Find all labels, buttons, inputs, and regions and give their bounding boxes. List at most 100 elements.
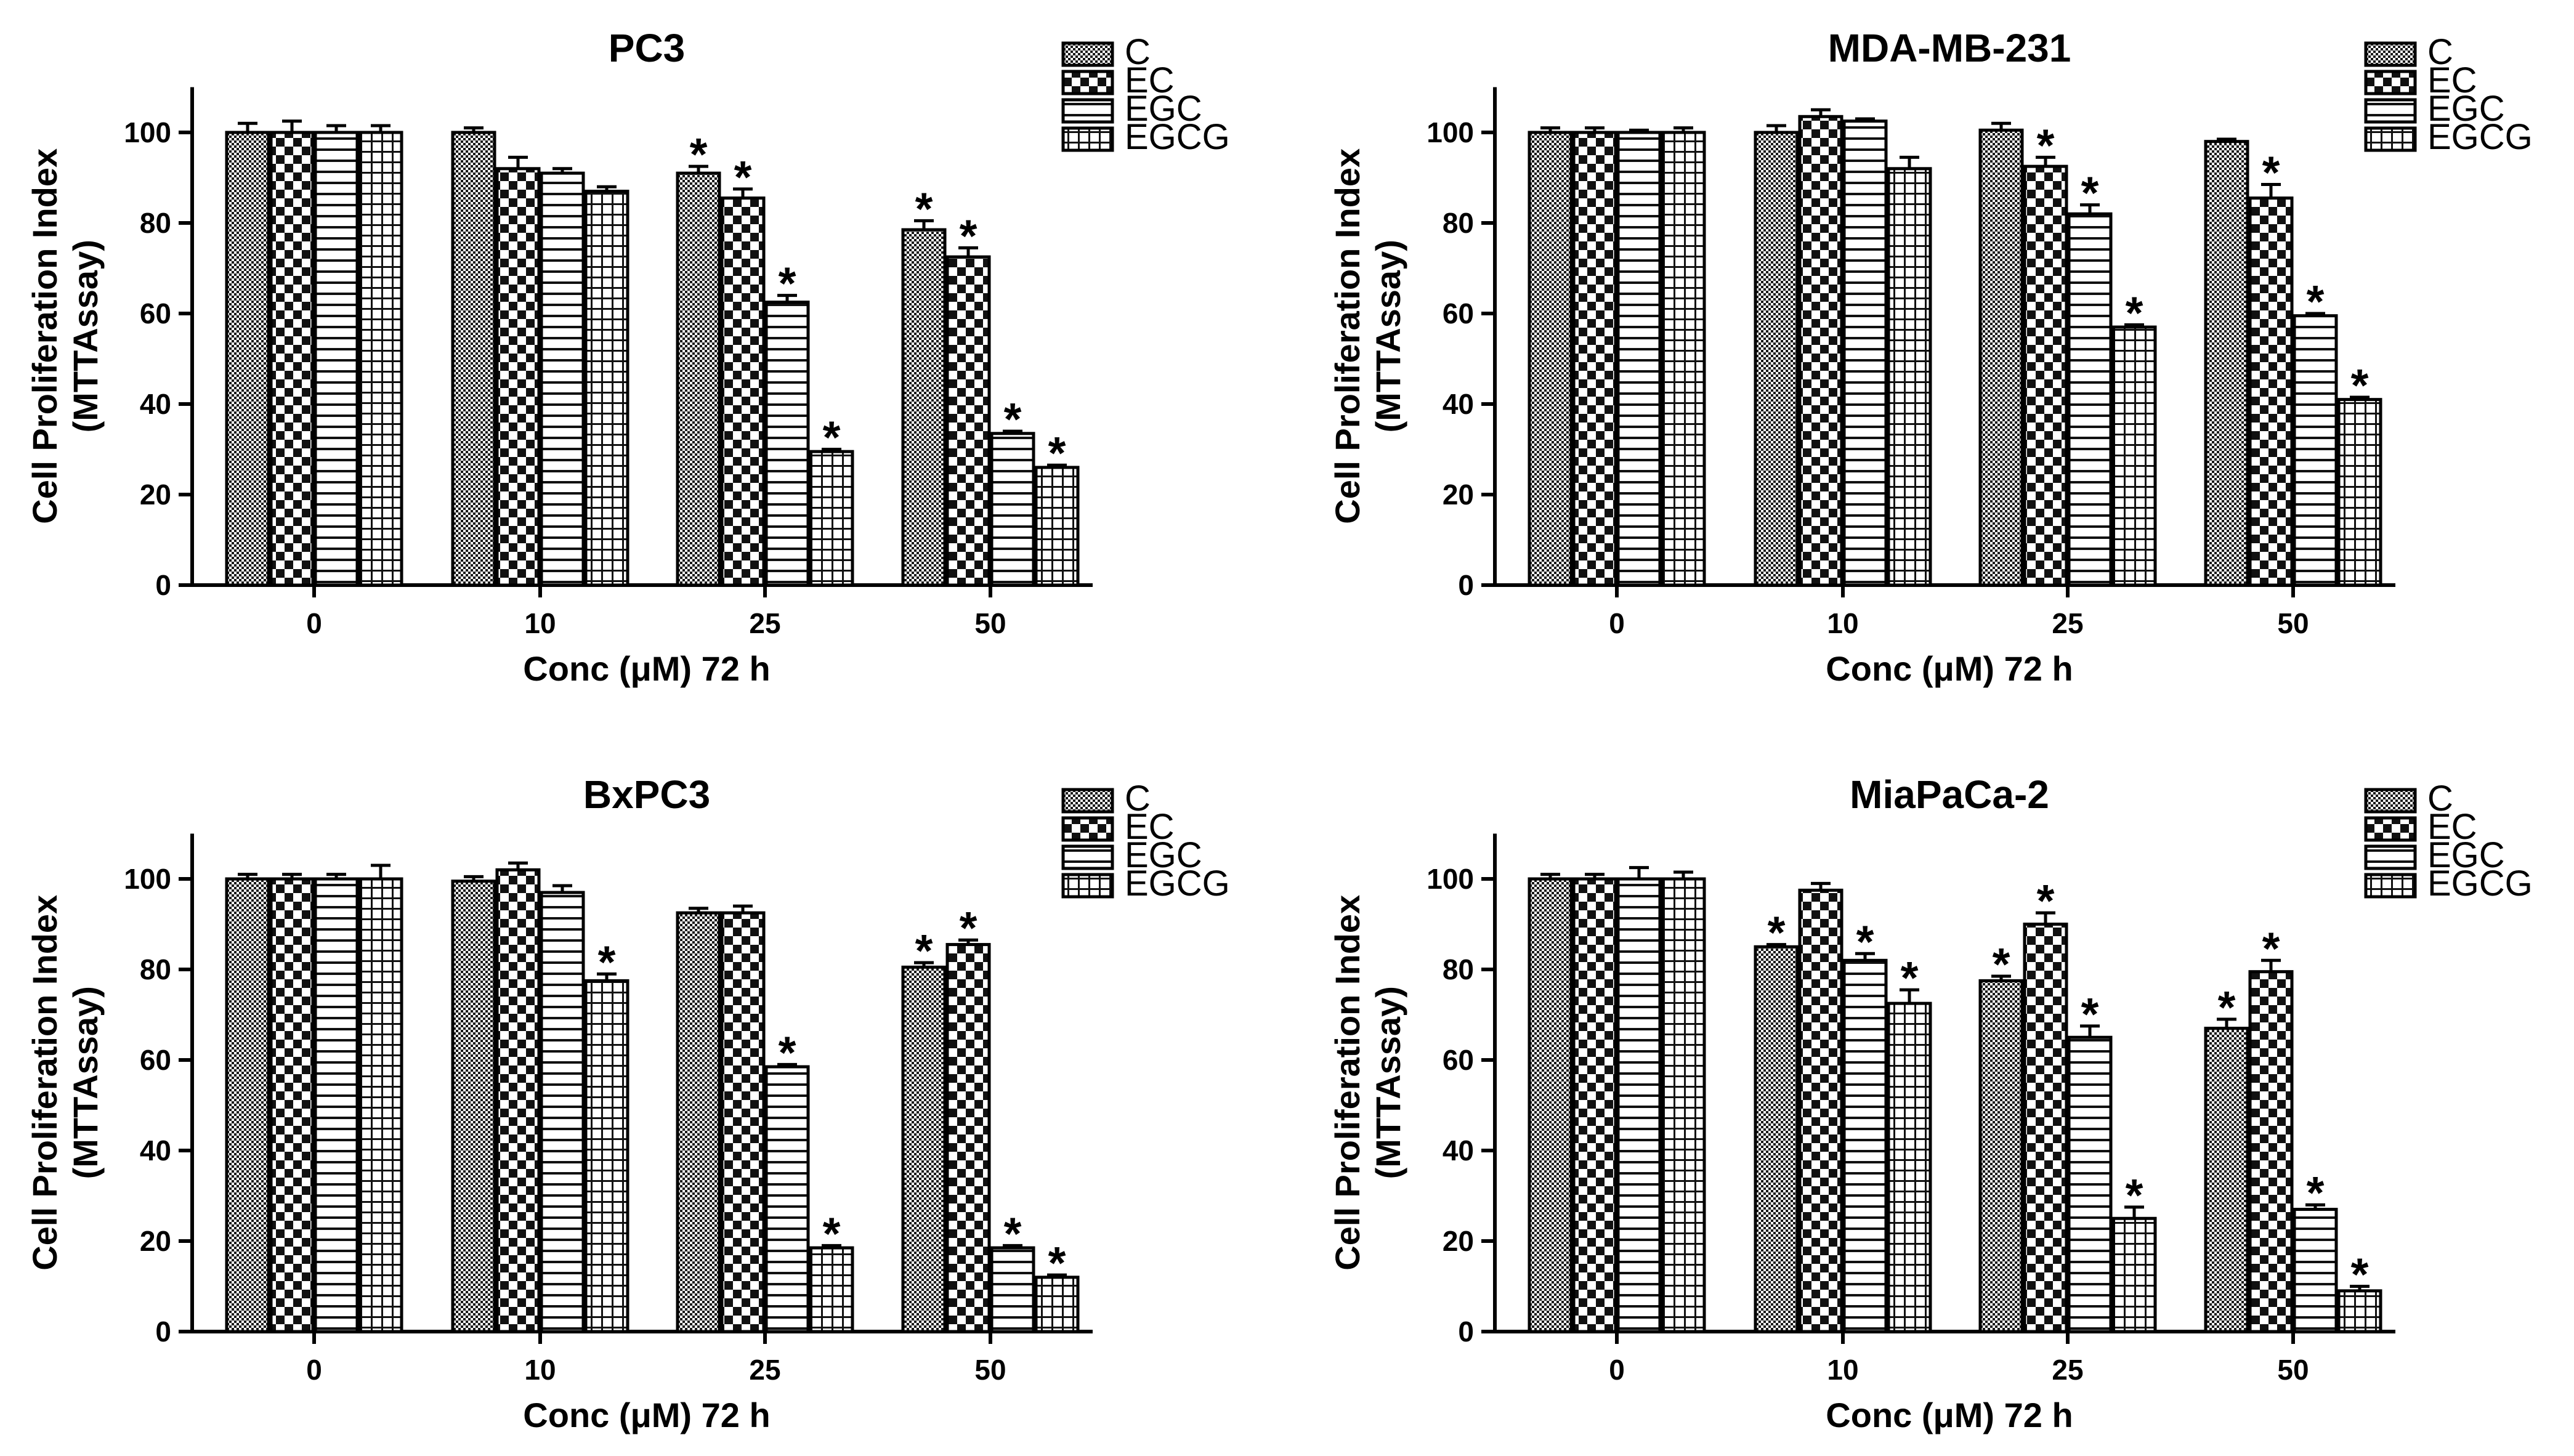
bar-egc-0 xyxy=(1616,131,1662,587)
bar-ec-10 xyxy=(495,868,541,1333)
significance-star: * xyxy=(598,936,616,987)
y-tick-label: 100 xyxy=(1427,863,1474,895)
error-bar xyxy=(552,167,572,174)
significance-star: * xyxy=(823,412,841,463)
x-tick-label: 25 xyxy=(2052,1354,2083,1386)
bar-ec-0 xyxy=(1572,877,1617,1333)
significance-star: * xyxy=(2126,1170,2143,1221)
x-tick-label: 50 xyxy=(2277,607,2309,639)
significance-star: * xyxy=(779,258,796,309)
error-bar xyxy=(282,873,302,879)
significance-star: * xyxy=(1048,427,1066,479)
legend-label-c: C xyxy=(2427,779,2453,819)
legend-label-egcg: EGCG xyxy=(2427,863,2533,904)
error-bar xyxy=(777,1062,797,1067)
bar-c-50 xyxy=(901,965,947,1333)
error-bar xyxy=(2261,958,2281,972)
error-bar xyxy=(958,938,978,945)
legend-swatch-egc xyxy=(1061,844,1114,870)
error-bar xyxy=(1585,126,1605,132)
bar-egcg-25 xyxy=(2111,1216,2157,1333)
y-tick-label: 100 xyxy=(124,863,171,895)
y-tick-label: 40 xyxy=(1443,1134,1474,1167)
error-bar xyxy=(2261,183,2281,198)
error-bar xyxy=(1811,881,1831,891)
y-tick-label: 0 xyxy=(155,569,171,601)
significance-star: * xyxy=(690,129,708,180)
x-tick-label: 50 xyxy=(2277,1354,2309,1386)
x-tick-label: 0 xyxy=(306,1354,322,1386)
bar-c-0 xyxy=(225,877,270,1333)
error-bar xyxy=(1674,870,1693,879)
error-bar xyxy=(597,185,617,192)
y-tick-label: 60 xyxy=(1443,297,1474,330)
x-tick-label: 25 xyxy=(749,607,780,639)
legend-swatch-ec xyxy=(1061,70,1114,95)
error-bar xyxy=(2124,323,2144,328)
bar-egc-25 xyxy=(2067,212,2113,587)
y-axis-title: Cell Proliferation Index xyxy=(1328,895,1367,1271)
y-tick-label: 80 xyxy=(140,953,171,985)
y-axis-title: Cell Proliferation Index xyxy=(1328,148,1367,524)
error-bar xyxy=(689,907,708,913)
legend-swatch-ec xyxy=(2364,816,2417,842)
x-tick-label: 50 xyxy=(974,1354,1006,1386)
legend-swatch-egcg xyxy=(1061,126,1114,152)
error-bar xyxy=(2305,312,2325,316)
error-bar xyxy=(958,246,978,257)
x-axis-title: Conc (μM) 72 h xyxy=(1826,649,2073,688)
bar-ec-50 xyxy=(2248,196,2294,587)
error-bar xyxy=(914,961,934,968)
y-tick-label: 40 xyxy=(140,1134,171,1167)
bar-egcg-0 xyxy=(358,877,403,1333)
legend-label-c: C xyxy=(2427,32,2453,72)
x-tick-label: 0 xyxy=(1609,607,1625,639)
x-axis-title: Conc (μM) 72 h xyxy=(523,1396,770,1434)
bar-egc-0 xyxy=(314,877,359,1333)
y-tick-label: 20 xyxy=(1443,1225,1474,1257)
bar-egcg-10 xyxy=(1887,1001,1932,1333)
error-bar xyxy=(326,124,346,132)
y-tick-label: 100 xyxy=(124,116,171,148)
legend-label-egc: EGC xyxy=(2427,835,2505,875)
error-bar xyxy=(1991,121,2011,131)
legend-swatch-egc xyxy=(2364,98,2417,124)
significance-star: * xyxy=(2218,982,2236,1033)
bar-ec-10 xyxy=(1798,888,1843,1333)
bar-egc-25 xyxy=(764,1065,810,1333)
bar-c-0 xyxy=(1528,877,1573,1333)
error-bar xyxy=(2350,395,2370,400)
y-tick-label: 60 xyxy=(140,1044,171,1076)
error-bar xyxy=(464,875,484,881)
significance-star: * xyxy=(2037,119,2055,171)
significance-star: * xyxy=(1901,952,1919,1003)
y-tick-label: 60 xyxy=(1443,1044,1474,1076)
bar-egcg-0 xyxy=(1661,131,1706,587)
error-bar xyxy=(1767,943,1786,947)
bar-egc-0 xyxy=(1616,877,1662,1333)
error-bar xyxy=(2217,137,2236,142)
legend-label-c: C xyxy=(1125,779,1151,819)
bar-egcg-50 xyxy=(1034,1276,1080,1333)
bar-c-50 xyxy=(2204,140,2249,587)
significance-star: * xyxy=(734,152,752,203)
legend-swatch-egc xyxy=(1061,98,1114,124)
error-bar xyxy=(1047,463,1067,467)
error-bar xyxy=(1855,117,1875,121)
y-tick-label: 20 xyxy=(140,479,171,511)
bar-egcg-0 xyxy=(1661,877,1706,1333)
bar-c-25 xyxy=(676,171,721,587)
y-tick-label: 0 xyxy=(1458,1316,1474,1348)
y-axis-subtitle: (MTTAssay) xyxy=(1369,240,1407,432)
significance-star: * xyxy=(779,1027,796,1078)
x-tick-label: 50 xyxy=(974,607,1006,639)
error-bar xyxy=(2036,911,2055,924)
error-bar xyxy=(2350,1285,2370,1291)
y-tick-label: 40 xyxy=(1443,388,1474,420)
error-bar xyxy=(1003,1244,1022,1248)
bar-ec-10 xyxy=(1798,115,1843,587)
